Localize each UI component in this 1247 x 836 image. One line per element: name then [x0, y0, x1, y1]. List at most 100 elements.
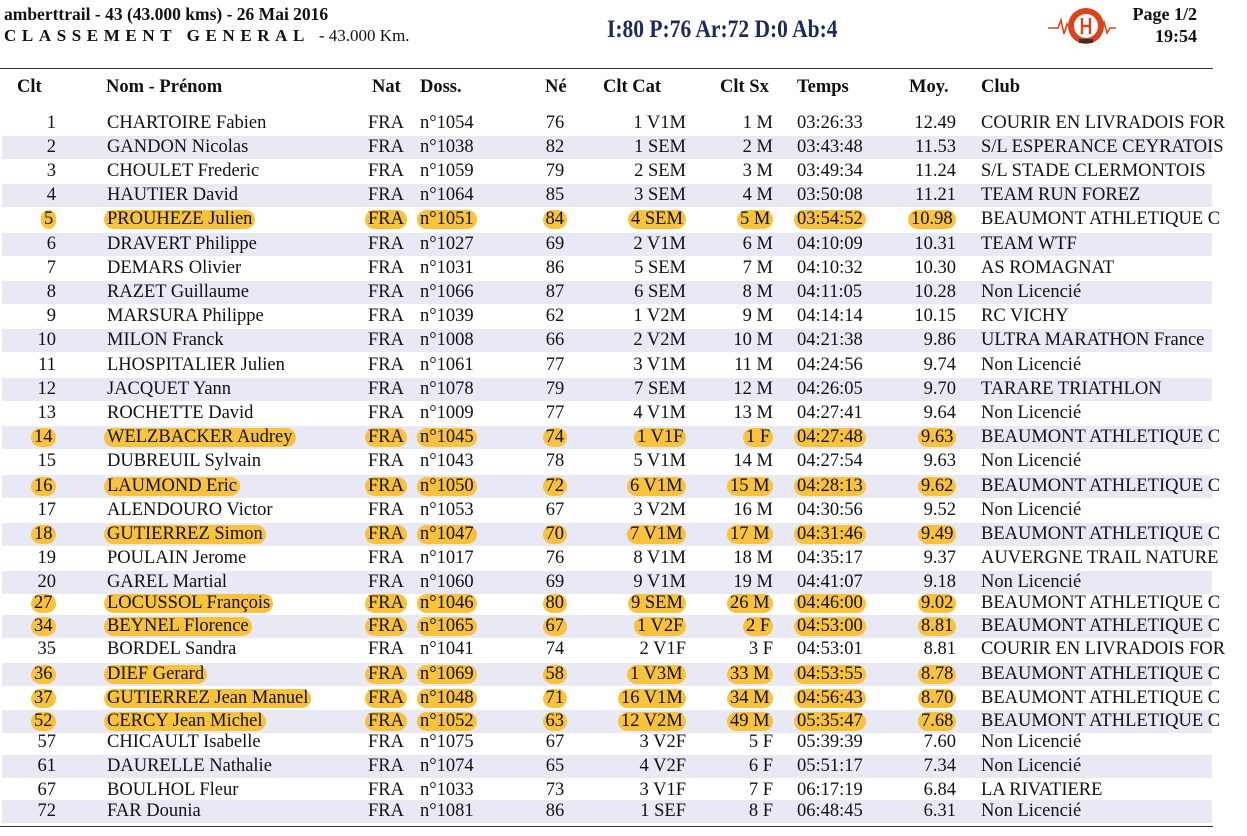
cell-sex-rank: 8 M	[742, 282, 773, 302]
report-header: amberttrail - 43 (43.000 kms) - 26 Mai 2…	[4, 3, 410, 47]
cell-name: FAR Dounia	[107, 801, 201, 821]
cell-speed: 9.02	[918, 594, 957, 613]
cell-name: DRAVERT Philippe	[107, 234, 257, 254]
cell-name: RAZET Guillaume	[107, 282, 249, 302]
cell-time: 04:27:41	[797, 403, 863, 423]
col-clt: Clt	[17, 77, 42, 97]
cell-category-rank: 2 V1M	[633, 234, 686, 254]
cell-club: TEAM RUN FOREZ	[981, 185, 1141, 205]
cell-nat: FRA	[365, 428, 407, 447]
cell-nat: FRA	[368, 732, 404, 752]
cell-club: BEAUMONT ATHLETIQUE C	[981, 711, 1221, 731]
cell-sex-rank: 19 M	[733, 572, 773, 592]
cell-bib: n°1047	[417, 525, 477, 544]
event-title: amberttrail - 43 (43.000 kms) - 26 Mai 2…	[4, 4, 329, 24]
cell-rank: 17	[37, 500, 57, 520]
cell-category-rank: 16 V1M	[618, 689, 686, 708]
cell-club: BEAUMONT ATHLETIQUE C	[981, 664, 1221, 684]
row-stripe	[2, 615, 1212, 638]
cell-birth-year: 72	[542, 477, 567, 496]
cell-name: LOCUSSOL François	[104, 594, 274, 613]
cell-rank: 18	[31, 525, 56, 544]
table-row: 14 WELZBACKER Audrey FRA n°1045 74 1 V1F 1 F 04…	[0, 426, 1247, 449]
cell-name: MARSURA Philippe	[107, 306, 264, 326]
cell-time: 04:31:46	[794, 525, 866, 544]
cell-nat: FRA	[368, 639, 404, 659]
cell-club: Non Licencié	[981, 801, 1082, 821]
cell-category-rank: 12 V2M	[618, 712, 686, 731]
cell-category-rank: 4 SEM	[628, 210, 686, 229]
cell-time: 04:10:09	[797, 234, 863, 254]
cell-rank: 16	[31, 477, 56, 496]
cell-bib: n°1066	[420, 282, 474, 302]
cell-speed: 10.28	[914, 282, 956, 302]
cell-time: 04:21:38	[797, 330, 863, 350]
cell-time: 06:48:45	[797, 801, 863, 821]
cell-name: CERCY Jean Michel	[104, 712, 266, 731]
cell-club: Non Licencié	[981, 500, 1082, 520]
table-row: 18 GUTIERREZ Simon FRA n°1047 70 7 V1M 17 M 04:…	[0, 523, 1247, 546]
cell-name: PROUHEZE Julien	[104, 210, 256, 229]
cell-bib: n°1052	[417, 712, 477, 731]
cell-sex-rank: 13 M	[733, 403, 773, 423]
cell-time: 04:56:43	[794, 689, 866, 708]
cell-speed: 10.31	[914, 234, 956, 254]
row-stripe	[2, 184, 1212, 207]
cell-birth-year: 76	[545, 548, 565, 568]
cell-club: S/L ESPERANCE CEYRATOIS	[981, 137, 1224, 157]
cell-birth-year: 63	[542, 712, 567, 731]
cell-club: ULTRA MARATHON France	[981, 330, 1205, 350]
cell-name: GUTIERREZ Simon	[104, 525, 266, 544]
cell-time: 05:39:39	[797, 732, 863, 752]
cell-club: BEAUMONT ATHLETIQUE C	[981, 476, 1221, 496]
cell-time: 04:30:56	[797, 500, 863, 520]
cell-rank: 27	[31, 594, 56, 613]
cell-sex-rank: 17 M	[727, 525, 773, 544]
cell-nat: FRA	[368, 756, 404, 776]
cell-nat: FRA	[365, 689, 407, 708]
cell-name: GUTIERREZ Jean Manuel	[104, 689, 312, 708]
cell-birth-year: 79	[545, 161, 565, 181]
cell-speed: 10.98	[908, 210, 956, 229]
cell-rank: 67	[37, 780, 57, 800]
table-row: 37 GUTIERREZ Jean Manuel FRA n°1048 71 16 V1M…	[0, 687, 1247, 710]
row-stripe	[2, 378, 1212, 401]
cell-bib: n°1027	[420, 234, 474, 254]
cell-sex-rank: 11 M	[734, 355, 773, 375]
cell-rank: 57	[37, 732, 57, 752]
table-row: 16 LAUMOND Eric FRA n°1050 72 6 V1M 15 M 04:28:…	[0, 475, 1247, 498]
col-club: Club	[981, 77, 1021, 97]
cell-speed: 9.18	[923, 572, 956, 592]
cell-time: 04:35:17	[797, 548, 863, 568]
cell-birth-year: 62	[545, 306, 565, 326]
cell-name: DAURELLE Nathalie	[107, 756, 272, 776]
cell-bib: n°1033	[420, 780, 474, 800]
cell-category-rank: 4 V1M	[633, 403, 686, 423]
cell-nat: FRA	[365, 712, 407, 731]
cell-bib: n°1065	[417, 617, 477, 636]
cell-category-rank: 1 V1F	[634, 428, 687, 447]
cell-category-rank: 7 SEM	[634, 379, 686, 399]
cell-category-rank: 5 V1M	[633, 451, 686, 471]
cell-speed: 9.52	[923, 500, 956, 520]
cell-bib: n°1050	[417, 477, 477, 496]
cell-time: 04:26:05	[797, 379, 863, 399]
cell-time: 04:14:14	[797, 306, 863, 326]
cell-rank: 12	[37, 379, 57, 399]
cell-club: LA RIVATIERE	[981, 780, 1103, 800]
cell-birth-year: 78	[545, 451, 565, 471]
cell-birth-year: 73	[545, 780, 565, 800]
cell-rank: 20	[37, 572, 57, 592]
cell-category-rank: 8 V1M	[633, 548, 686, 568]
cell-bib: n°1059	[420, 161, 474, 181]
cell-name: MILON Franck	[107, 330, 224, 350]
cell-time: 05:51:17	[797, 756, 863, 776]
cell-club: Non Licencié	[981, 451, 1082, 471]
cell-name: GAREL Martial	[107, 572, 228, 592]
cell-category-rank: 6 SEM	[634, 282, 686, 302]
ranking-title: CLASSEMENT GENERAL - 43.000 Km.	[4, 25, 410, 47]
cell-time: 04:41:07	[797, 572, 863, 592]
cell-nat: FRA	[368, 330, 404, 350]
ranking-label: CLASSEMENT GENERAL	[4, 26, 310, 45]
cell-birth-year: 65	[545, 756, 565, 776]
